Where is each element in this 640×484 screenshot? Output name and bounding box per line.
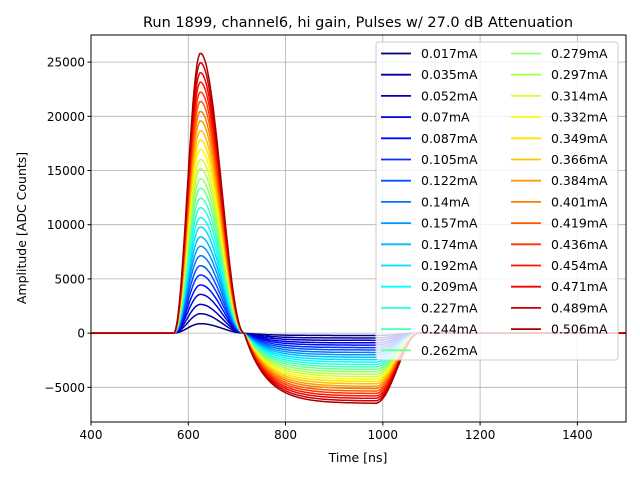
legend-label: 0.489mA <box>551 300 608 315</box>
legend-entry: 0.087mA <box>381 131 478 146</box>
chart-title: Run 1899, channel6, hi gain, Pulses w/ 2… <box>143 15 573 31</box>
legend-label: 0.454mA <box>551 258 608 273</box>
legend-entry: 0.454mA <box>511 258 608 273</box>
y-tick-label: 20000 <box>47 110 85 124</box>
legend-entry: 0.244mA <box>381 322 478 337</box>
legend-label: 0.401mA <box>551 194 608 209</box>
legend-entry: 0.349mA <box>511 131 608 146</box>
x-tick-label: 800 <box>274 428 297 442</box>
legend-entry: 0.07mA <box>381 110 470 125</box>
legend: 0.017mA 0.035mA 0.052mA 0.07mA 0.087mA 0.105m… <box>375 41 619 361</box>
legend-entry: 0.489mA <box>511 300 608 315</box>
legend-entry: 0.122mA <box>381 173 478 188</box>
legend-entry: 0.314mA <box>511 88 608 103</box>
legend-label: 0.471mA <box>551 279 608 294</box>
x-tick-label: 1200 <box>465 428 496 442</box>
y-tick-label: 10000 <box>47 218 85 232</box>
legend-label: 0.192mA <box>421 258 478 273</box>
legend-entry: 0.506mA <box>511 322 608 337</box>
legend-entry: 0.174mA <box>381 237 478 252</box>
legend-entry: 0.384mA <box>511 173 608 188</box>
legend-entry: 0.209mA <box>381 279 478 294</box>
legend-label: 0.14mA <box>421 194 470 209</box>
legend-label: 0.07mA <box>421 110 470 125</box>
legend-entry: 0.401mA <box>511 194 608 209</box>
legend-entry: 0.366mA <box>511 152 608 167</box>
legend-entry: 0.227mA <box>381 300 478 315</box>
x-tick-label: 400 <box>80 428 103 442</box>
legend-label: 0.366mA <box>551 152 608 167</box>
legend-entry: 0.471mA <box>511 279 608 294</box>
legend-label: 0.157mA <box>421 216 478 231</box>
legend-entry: 0.14mA <box>381 194 470 209</box>
y-axis-label: Amplitude [ADC Counts] <box>14 152 29 304</box>
legend-label: 0.035mA <box>421 67 478 82</box>
x-tick-label: 600 <box>177 428 200 442</box>
legend-label: 0.297mA <box>551 67 608 82</box>
legend-entry: 0.105mA <box>381 152 478 167</box>
legend-entry: 0.035mA <box>381 67 478 82</box>
y-tick-label: 5000 <box>54 272 85 286</box>
legend-box <box>375 41 619 361</box>
legend-label: 0.419mA <box>551 216 608 231</box>
legend-entry: 0.332mA <box>511 110 608 125</box>
legend-label: 0.052mA <box>421 88 478 103</box>
y-tick-label: 25000 <box>47 56 85 70</box>
y-tick-label: −5000 <box>44 381 85 395</box>
legend-label: 0.384mA <box>551 173 608 188</box>
legend-entry: 0.017mA <box>381 46 478 61</box>
legend-label: 0.244mA <box>421 322 478 337</box>
legend-label: 0.209mA <box>421 279 478 294</box>
legend-entry: 0.436mA <box>511 237 608 252</box>
legend-label: 0.314mA <box>551 88 608 103</box>
y-tick-label: 15000 <box>47 164 85 178</box>
legend-label: 0.436mA <box>551 237 608 252</box>
legend-label: 0.262mA <box>421 343 478 358</box>
legend-entry: 0.297mA <box>511 67 608 82</box>
legend-label: 0.087mA <box>421 131 478 146</box>
x-tick-label: 1400 <box>562 428 593 442</box>
y-tick-label: 0 <box>77 327 85 341</box>
legend-label: 0.332mA <box>551 110 608 125</box>
legend-label: 0.349mA <box>551 131 608 146</box>
legend-label: 0.017mA <box>421 46 478 61</box>
legend-entry: 0.192mA <box>381 258 478 273</box>
x-tick-label: 1000 <box>368 428 399 442</box>
legend-entry: 0.052mA <box>381 88 478 103</box>
legend-entry: 0.419mA <box>511 216 608 231</box>
axes-frame <box>90 34 627 423</box>
legend-label: 0.105mA <box>421 152 478 167</box>
legend-entry: 0.157mA <box>381 216 478 231</box>
legend-label: 0.279mA <box>551 46 608 61</box>
legend-label: 0.122mA <box>421 173 478 188</box>
legend-label: 0.227mA <box>421 300 478 315</box>
legend-label: 0.174mA <box>421 237 478 252</box>
x-axis-label: Time [ns] <box>328 450 388 465</box>
axis-ticks: 400 600 800 1000 1200 1400 −5000 0 5000 10000 1500… <box>44 56 592 442</box>
legend-entry: 0.262mA <box>381 343 478 358</box>
legend-label: 0.506mA <box>551 322 608 337</box>
legend-entry: 0.279mA <box>511 46 608 61</box>
